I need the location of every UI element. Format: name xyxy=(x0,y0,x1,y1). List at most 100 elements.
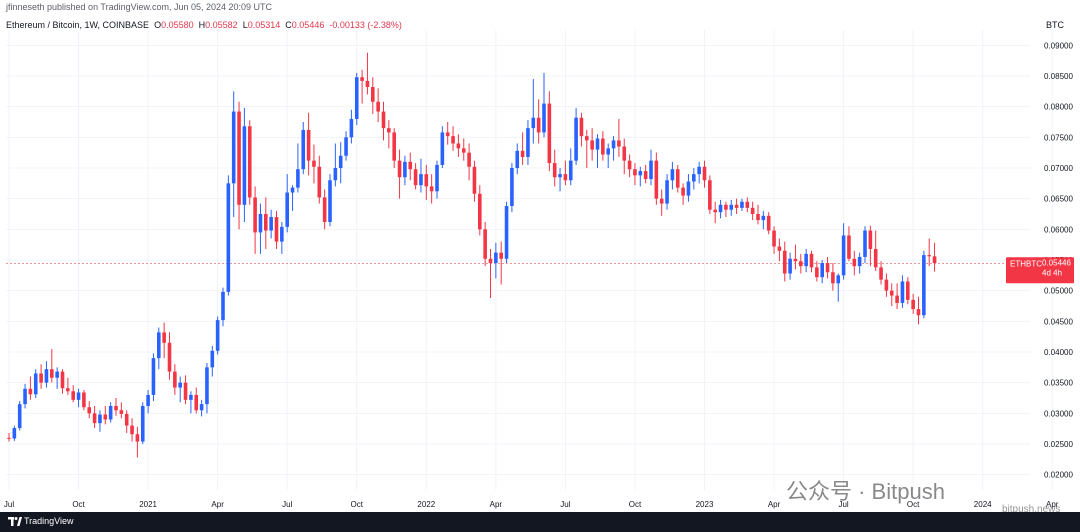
candle-body xyxy=(472,166,477,194)
low-value: 0.05314 xyxy=(247,20,281,30)
y-tick-label: 0.08500 xyxy=(1044,72,1073,81)
candle-body xyxy=(328,180,332,222)
candle-body xyxy=(210,350,215,368)
candle-body xyxy=(841,235,846,276)
candle xyxy=(793,244,798,270)
candle-body xyxy=(360,77,364,81)
candle-body xyxy=(766,215,771,231)
candle-body xyxy=(729,204,734,210)
candle xyxy=(167,332,172,380)
candle xyxy=(606,143,610,168)
candle xyxy=(237,101,241,230)
candle xyxy=(296,143,300,193)
candle xyxy=(847,226,851,262)
candle xyxy=(360,69,364,104)
candle-body xyxy=(167,342,172,372)
candle-body xyxy=(697,166,701,175)
high-label: H xyxy=(198,20,206,30)
candle-body xyxy=(461,148,466,153)
y-tick-label: 0.07000 xyxy=(1044,164,1073,173)
candle xyxy=(601,131,605,161)
candles xyxy=(7,52,937,458)
candle xyxy=(863,226,867,264)
candle xyxy=(371,77,375,115)
candle xyxy=(766,212,771,235)
open-value: 0.05580 xyxy=(161,20,194,30)
candle xyxy=(932,242,937,272)
candle-body xyxy=(124,413,129,426)
candle xyxy=(210,345,215,377)
candle-body xyxy=(50,369,54,378)
candle xyxy=(226,175,231,296)
candle xyxy=(312,144,316,184)
candle xyxy=(194,387,199,414)
candle xyxy=(841,223,846,280)
candle-body xyxy=(617,140,621,147)
candle-body xyxy=(590,140,594,150)
candle-body xyxy=(627,160,632,170)
candle-body xyxy=(349,118,354,138)
candle xyxy=(108,402,113,423)
candle-body xyxy=(515,150,520,168)
candle-body xyxy=(424,174,429,187)
candle-body xyxy=(531,117,536,129)
x-tick-label: 2023 xyxy=(696,500,714,509)
candle-body xyxy=(290,187,295,193)
candle xyxy=(686,174,691,202)
candle xyxy=(740,198,744,211)
candle xyxy=(151,353,156,402)
x-tick-label: Jul xyxy=(4,500,14,509)
candle xyxy=(659,189,664,216)
candle xyxy=(269,209,273,239)
candle xyxy=(103,405,108,425)
candle-body xyxy=(28,388,33,395)
candle xyxy=(60,369,65,394)
candle-body xyxy=(82,392,86,408)
price-tag: ETHBTC 0.05446 4d 4h xyxy=(1006,257,1074,284)
candle xyxy=(718,199,723,219)
candle-body xyxy=(552,163,557,178)
candle-body xyxy=(900,281,905,303)
candle-body xyxy=(258,214,263,233)
candle xyxy=(23,383,27,409)
candle xyxy=(424,164,429,200)
candle-body xyxy=(574,117,578,161)
candle xyxy=(140,402,145,444)
candle-body xyxy=(17,404,22,429)
candle-body xyxy=(563,174,568,181)
candle xyxy=(782,241,787,282)
candle xyxy=(697,161,701,184)
candle xyxy=(440,126,445,168)
candle xyxy=(135,426,140,458)
candle xyxy=(777,238,782,262)
candle-body xyxy=(488,258,493,264)
candle xyxy=(478,185,482,236)
candle-body xyxy=(927,255,931,257)
candle-body xyxy=(799,261,803,267)
candle xyxy=(729,199,734,216)
candlestick-chart[interactable]: Jul Oct 2021 Apr Jul Oct 2022 Apr Jul Oct 2023 Apr J… xyxy=(0,0,1080,512)
candle xyxy=(488,248,493,299)
candle-body xyxy=(863,230,867,257)
y-tick-label: 0.06500 xyxy=(1044,195,1073,204)
candle xyxy=(643,164,648,184)
candle-body xyxy=(681,187,685,196)
candle xyxy=(804,248,808,273)
candle-body xyxy=(568,160,573,181)
candle xyxy=(189,391,193,414)
candle-body xyxy=(173,371,177,388)
y-tick-label: 0.02000 xyxy=(1044,471,1073,480)
candle xyxy=(322,189,327,230)
candle-body xyxy=(413,169,418,186)
candle-body xyxy=(788,258,792,274)
candle-body xyxy=(467,152,471,167)
candle xyxy=(799,253,803,274)
candle xyxy=(50,348,54,383)
candle xyxy=(675,164,680,193)
candle xyxy=(92,405,97,429)
candle-body xyxy=(932,256,937,264)
candle-body xyxy=(178,382,182,388)
candle-body xyxy=(151,358,156,395)
candle xyxy=(445,122,450,145)
candle-body xyxy=(724,204,728,210)
